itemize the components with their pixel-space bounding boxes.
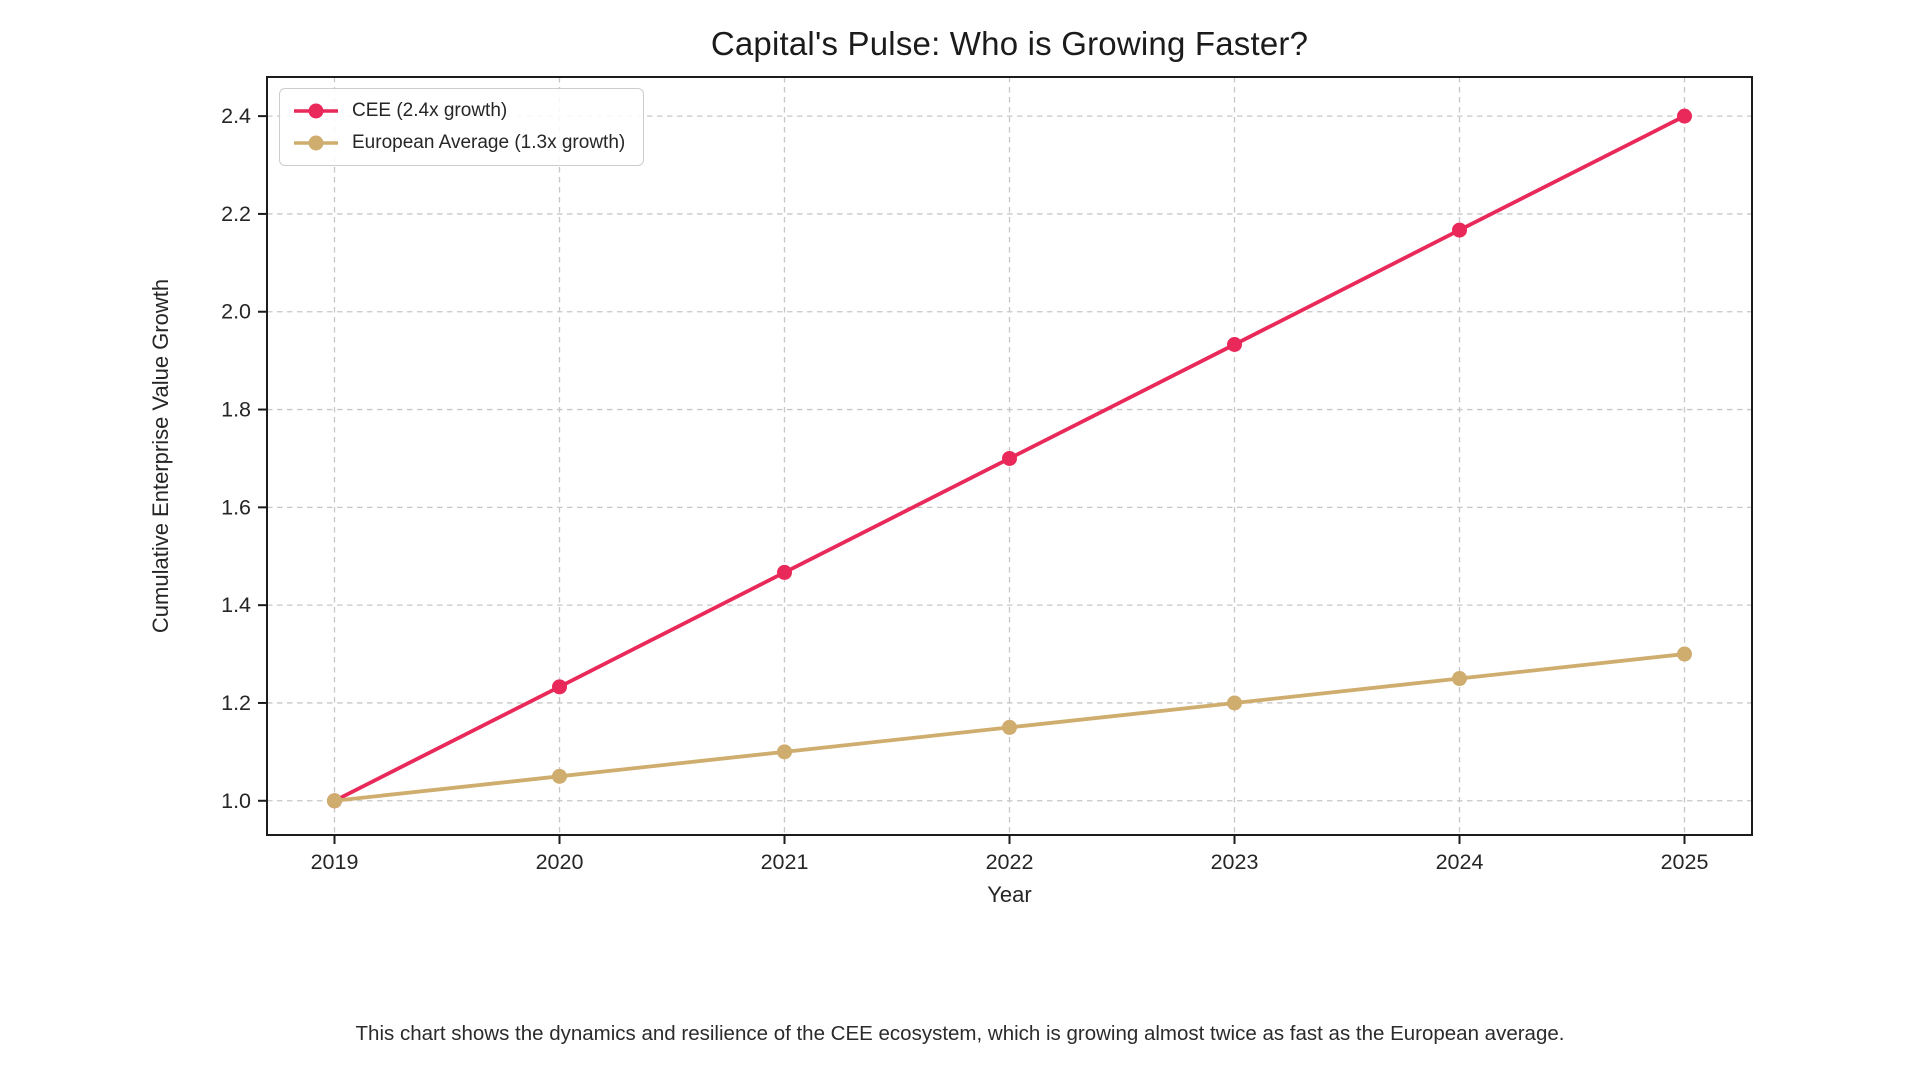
x-tick-label: 2021 <box>761 850 809 874</box>
series-1 <box>327 646 1692 809</box>
tick-labels: 2019 2020 2021 2022 2023 2024 2025 1.0 1.2 1.4 1.6… <box>221 104 1708 874</box>
chart-caption: This chart shows the dynamics and resili… <box>355 1022 1565 1045</box>
data-point-marker <box>777 744 792 760</box>
y-tick-label: 2.4 <box>221 104 251 128</box>
x-tick-label: 2020 <box>536 850 584 874</box>
y-axis-label: Cumulative Enterprise Value Growth <box>148 278 173 634</box>
x-tick-label: 2019 <box>311 850 359 874</box>
y-tick-label: 1.8 <box>221 398 251 422</box>
y-tick-label: 1.2 <box>221 691 251 715</box>
chart-title: Capital's Pulse: Who is Growing Faster? <box>710 25 1309 62</box>
y-tick-label: 1.6 <box>221 495 251 519</box>
data-point-marker <box>1002 719 1017 735</box>
y-tick-label: 2.2 <box>221 202 251 226</box>
legend-marker-icon <box>294 135 338 151</box>
data-point-marker <box>327 793 342 809</box>
y-tick-label: 2.0 <box>221 300 251 324</box>
legend-label-cee: CEE (2.4x growth) <box>352 100 508 121</box>
data-point-marker <box>1452 671 1467 687</box>
data-point-marker <box>552 679 567 695</box>
data-point-marker <box>552 768 567 784</box>
x-tick-label: 2023 <box>1211 850 1259 874</box>
y-tick-label: 1.4 <box>221 593 251 617</box>
data-point-marker <box>777 564 792 580</box>
legend-marker-icon <box>294 103 338 119</box>
data-point-marker <box>1677 646 1692 662</box>
data-point-marker <box>1227 337 1242 353</box>
legend-item-european-average: European Average (1.3x growth) <box>293 132 625 154</box>
x-axis-label: Year <box>987 882 1032 907</box>
data-point-marker <box>1677 108 1692 124</box>
x-tick-label: 2022 <box>986 850 1034 874</box>
tick-marks <box>258 115 1686 844</box>
x-tick-label: 2024 <box>1436 850 1484 874</box>
data-point-marker <box>1452 222 1467 238</box>
legend-box: CEE (2.4x growth) European Average (1.3x… <box>279 88 645 166</box>
y-tick-label: 1.0 <box>221 789 251 813</box>
legend-item-cee: CEE (2.4x growth) <box>293 100 625 122</box>
legend-label-european-average: European Average (1.3x growth) <box>352 132 626 153</box>
data-point-marker <box>1002 450 1017 466</box>
x-tick-label: 2025 <box>1661 850 1709 874</box>
data-point-marker <box>1227 695 1242 711</box>
